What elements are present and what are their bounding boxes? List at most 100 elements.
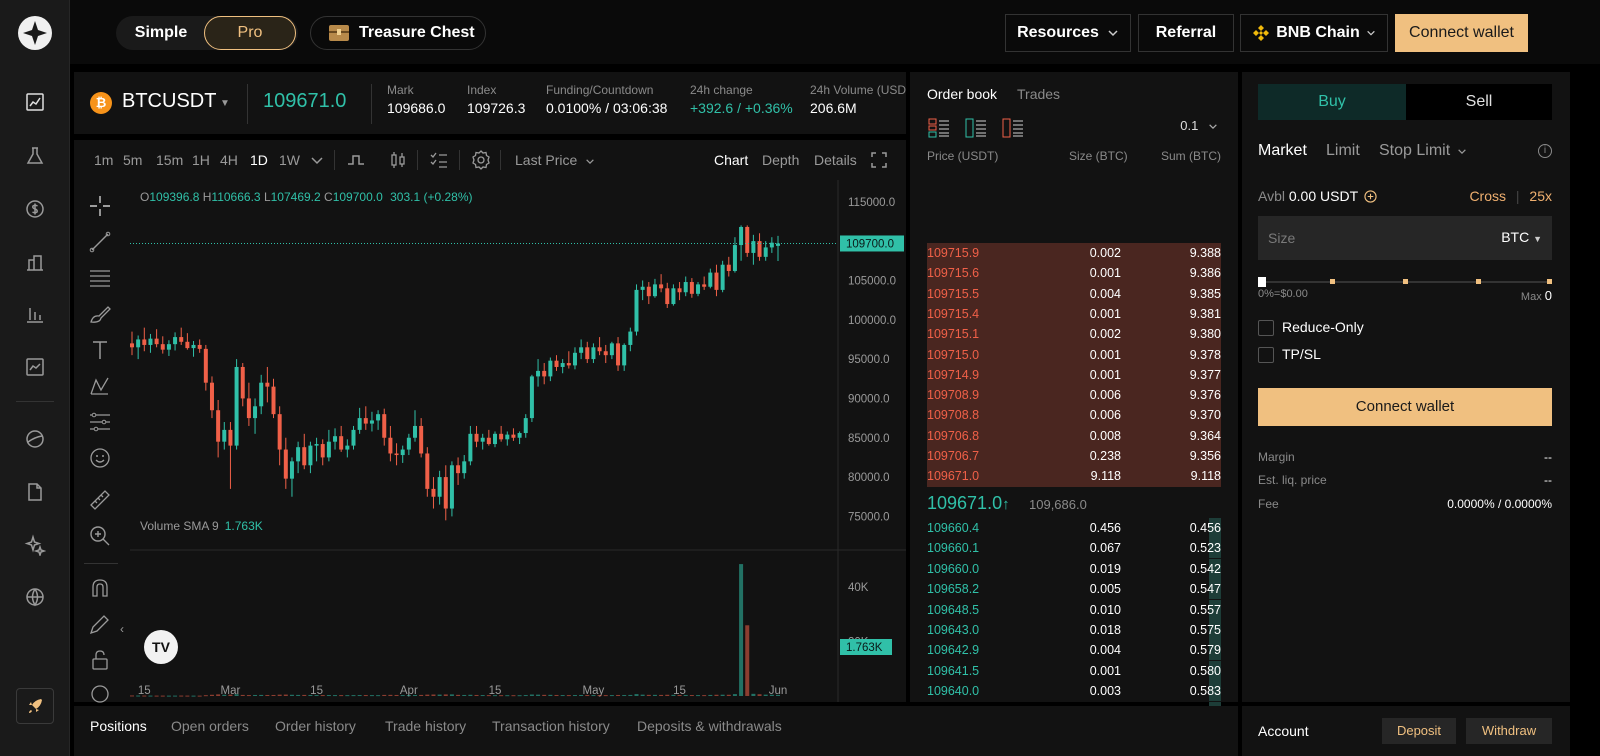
- view-tab-details[interactable]: Details: [814, 152, 857, 168]
- candle[interactable]: [431, 477, 436, 509]
- precision-dropdown[interactable]: 0.1: [1180, 118, 1218, 133]
- bid-row[interactable]: 109640.0 0.003 0.583: [927, 681, 1221, 701]
- tradingview-logo[interactable]: TV: [144, 630, 178, 664]
- view-tab-chart[interactable]: Chart: [714, 152, 749, 168]
- timeframe-5m[interactable]: 5m: [123, 152, 143, 168]
- building-icon[interactable]: [23, 250, 47, 274]
- candle[interactable]: [400, 445, 405, 463]
- indicator-icon[interactable]: [345, 149, 367, 171]
- candle[interactable]: [560, 359, 565, 374]
- candle[interactable]: [148, 333, 153, 353]
- ask-row[interactable]: 109671.0 9.118 9.118: [927, 466, 1221, 486]
- candle[interactable]: [480, 433, 485, 450]
- ask-row[interactable]: 109715.0 0.001 9.378: [927, 345, 1221, 365]
- bid-row[interactable]: 109660.0 0.019 0.542: [927, 559, 1221, 579]
- candle[interactable]: [388, 425, 393, 462]
- bid-row[interactable]: 109643.0 0.018 0.575: [927, 620, 1221, 640]
- candle[interactable]: [732, 237, 737, 273]
- sell-tab[interactable]: Sell: [1406, 84, 1552, 120]
- mode-pro-button[interactable]: Pro: [204, 16, 296, 50]
- gear-icon[interactable]: [470, 149, 492, 171]
- candle[interactable]: [259, 374, 264, 415]
- candle-type-icon[interactable]: [387, 149, 409, 171]
- treasure-chest-button[interactable]: Treasure Chest: [310, 16, 486, 50]
- timeframe-1h[interactable]: 1H: [192, 152, 210, 168]
- ruler-icon[interactable]: [88, 488, 112, 512]
- document-icon[interactable]: [23, 480, 47, 504]
- candle[interactable]: [216, 400, 221, 458]
- candle[interactable]: [413, 410, 418, 442]
- withdraw-button[interactable]: Withdraw: [1466, 718, 1552, 744]
- candle[interactable]: [579, 339, 584, 360]
- slider-mark[interactable]: [1403, 279, 1408, 284]
- candle[interactable]: [591, 343, 596, 364]
- slider-mark[interactable]: [1330, 279, 1335, 284]
- candle[interactable]: [696, 282, 701, 297]
- connect-wallet-trade-button[interactable]: Connect wallet: [1258, 388, 1552, 426]
- timeframe-1m[interactable]: 1m: [94, 152, 114, 168]
- candle[interactable]: [505, 431, 510, 446]
- globe-icon[interactable]: [23, 585, 47, 609]
- candle[interactable]: [603, 344, 608, 364]
- candle[interactable]: [745, 225, 750, 257]
- candle[interactable]: [511, 428, 516, 441]
- candle[interactable]: [652, 278, 657, 298]
- candle[interactable]: [277, 406, 282, 466]
- line-chart-icon[interactable]: [23, 355, 47, 379]
- candle[interactable]: [166, 340, 171, 356]
- candle[interactable]: [757, 233, 762, 261]
- ask-row[interactable]: 109715.6 0.001 9.386: [927, 263, 1221, 283]
- candle[interactable]: [437, 470, 442, 505]
- candle[interactable]: [234, 359, 239, 450]
- ask-row[interactable]: 109708.8 0.006 9.370: [927, 405, 1221, 425]
- flask-icon[interactable]: [23, 144, 47, 168]
- size-slider[interactable]: [1258, 276, 1552, 288]
- candle[interactable]: [382, 408, 387, 446]
- candle[interactable]: [345, 439, 350, 458]
- candle[interactable]: [314, 437, 319, 462]
- candle[interactable]: [609, 341, 614, 360]
- candle[interactable]: [240, 363, 245, 407]
- candle[interactable]: [265, 366, 270, 403]
- candle[interactable]: [456, 457, 461, 485]
- candle[interactable]: [173, 332, 178, 351]
- bid-row[interactable]: 109660.4 0.456 0.456: [927, 518, 1221, 538]
- ask-row[interactable]: 109715.5 0.004 9.385: [927, 284, 1221, 304]
- candle[interactable]: [486, 429, 491, 446]
- fib-icon[interactable]: [88, 410, 112, 434]
- eye-icon[interactable]: [88, 682, 112, 706]
- candle[interactable]: [333, 428, 338, 450]
- connect-wallet-button[interactable]: Connect wallet: [1395, 14, 1528, 52]
- ask-row[interactable]: 109708.9 0.006 9.376: [927, 385, 1221, 405]
- ask-row[interactable]: 109715.1 0.002 9.380: [927, 324, 1221, 344]
- size-input[interactable]: Size BTC ▼: [1258, 216, 1552, 260]
- margin-mode[interactable]: Cross | 25x: [1469, 188, 1552, 204]
- candle[interactable]: [714, 264, 719, 297]
- candle[interactable]: [566, 351, 571, 369]
- plus-circle-icon[interactable]: [1364, 190, 1377, 203]
- collapse-toolbar-icon[interactable]: ‹: [120, 622, 124, 636]
- tab-deposits-withdrawals[interactable]: Deposits & withdrawals: [637, 718, 782, 734]
- bid-row[interactable]: 109642.9 0.004 0.579: [927, 640, 1221, 660]
- candle[interactable]: [357, 407, 362, 434]
- buy-tab[interactable]: Buy: [1258, 84, 1406, 120]
- candle[interactable]: [492, 431, 497, 448]
- candle[interactable]: [203, 344, 208, 391]
- candle[interactable]: [499, 425, 504, 442]
- candle[interactable]: [468, 425, 473, 466]
- candle[interactable]: [462, 455, 467, 479]
- candle[interactable]: [671, 284, 676, 306]
- candle[interactable]: [394, 443, 399, 466]
- candle[interactable]: [283, 437, 288, 489]
- timeframe-4h[interactable]: 4H: [220, 152, 238, 168]
- candle[interactable]: [160, 336, 165, 354]
- candle[interactable]: [154, 329, 159, 348]
- horizontal-lines-icon[interactable]: [88, 266, 112, 290]
- price-source-dropdown[interactable]: Last Price: [515, 152, 595, 168]
- tab-order-history[interactable]: Order history: [275, 718, 356, 734]
- candle[interactable]: [708, 268, 713, 289]
- candle[interactable]: [253, 398, 258, 434]
- candle[interactable]: [246, 382, 251, 426]
- trend-line-icon[interactable]: [88, 230, 112, 254]
- candle[interactable]: [376, 410, 381, 430]
